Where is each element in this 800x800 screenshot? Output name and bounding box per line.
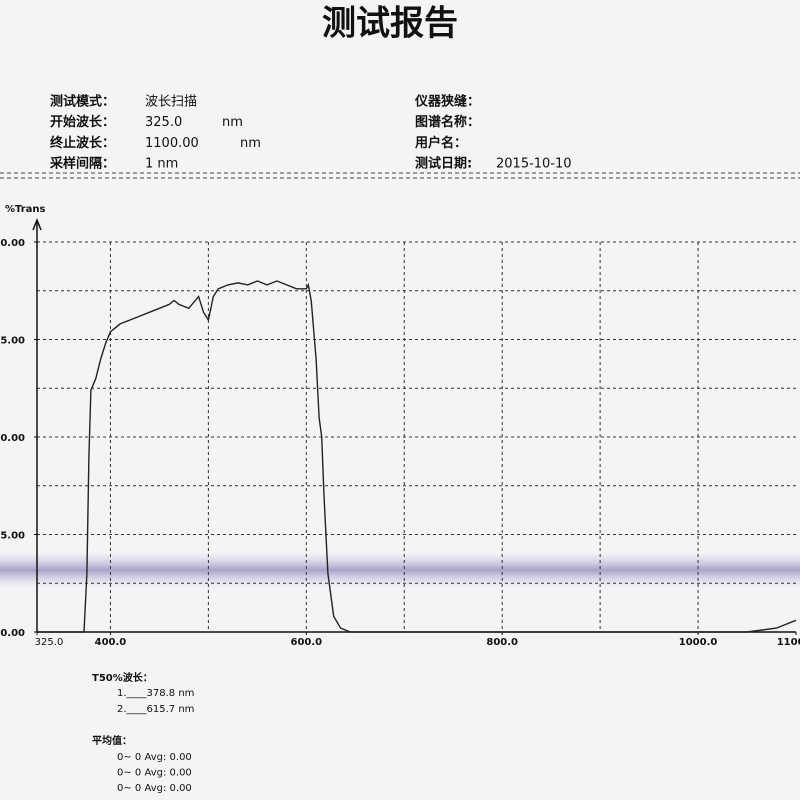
avg-line: 0~ 0 Avg: 0.00 <box>117 768 192 779</box>
field-label: 采样间隔： <box>49 156 115 172</box>
x-tick-label: 400.0 <box>95 637 127 648</box>
field-label: 图谱名称： <box>415 114 480 130</box>
title: 测试报告 <box>322 4 458 44</box>
x-tick-label: 325.0 <box>35 637 64 648</box>
field-label: 测试日期: <box>415 156 472 172</box>
field-value: 波长扫描 <box>145 95 197 110</box>
data-line <box>37 280 797 633</box>
x-tick-label: 600.0 <box>291 637 323 648</box>
avg-title: 平均值： <box>92 734 132 747</box>
y-axis-arrow <box>32 217 42 231</box>
chart: %Trans 0.00 25.00 50.00 75.00 100.00 325.0 400.… <box>0 204 800 648</box>
scan-stripe <box>0 552 800 588</box>
field-label: 用户名： <box>414 135 467 151</box>
y-tick-label: 50.00 <box>0 433 25 444</box>
field-unit: nm <box>240 136 261 151</box>
field-label: 开始波长： <box>50 114 115 130</box>
field-value: 1 nm <box>145 157 178 172</box>
field-label: 测试模式： <box>50 94 115 110</box>
x-tick-label: 1000.0 <box>679 637 718 648</box>
y-tick-label: 25.00 <box>0 531 25 542</box>
field-value: 325.0 <box>145 115 182 130</box>
y-tick-label: 75.00 <box>0 336 25 347</box>
y-axis-label: %Trans <box>5 204 46 215</box>
y-tick-label: 100.00 <box>0 238 25 249</box>
x-tick-label: 1100.0 <box>777 637 800 648</box>
field-value: 1100.00 <box>145 136 199 151</box>
t50-title: T50%波长： <box>92 671 153 684</box>
t50-line: 1.____378.8 nm <box>117 688 194 699</box>
t50-line: 2.____615.7 nm <box>117 704 194 715</box>
field-label: 终止波长： <box>50 135 115 151</box>
field-label: 仪器狭缝： <box>414 94 480 110</box>
avg-line: 0~ 0 Avg: 0.00 <box>117 752 192 763</box>
field-unit: nm <box>222 115 243 130</box>
y-tick-label: 0.00 <box>0 628 25 639</box>
avg-line: 0~ 0 Avg: 0.00 <box>117 783 192 794</box>
field-value: 2015-10-10 <box>496 157 572 172</box>
x-tick-label: 800.0 <box>486 637 518 648</box>
